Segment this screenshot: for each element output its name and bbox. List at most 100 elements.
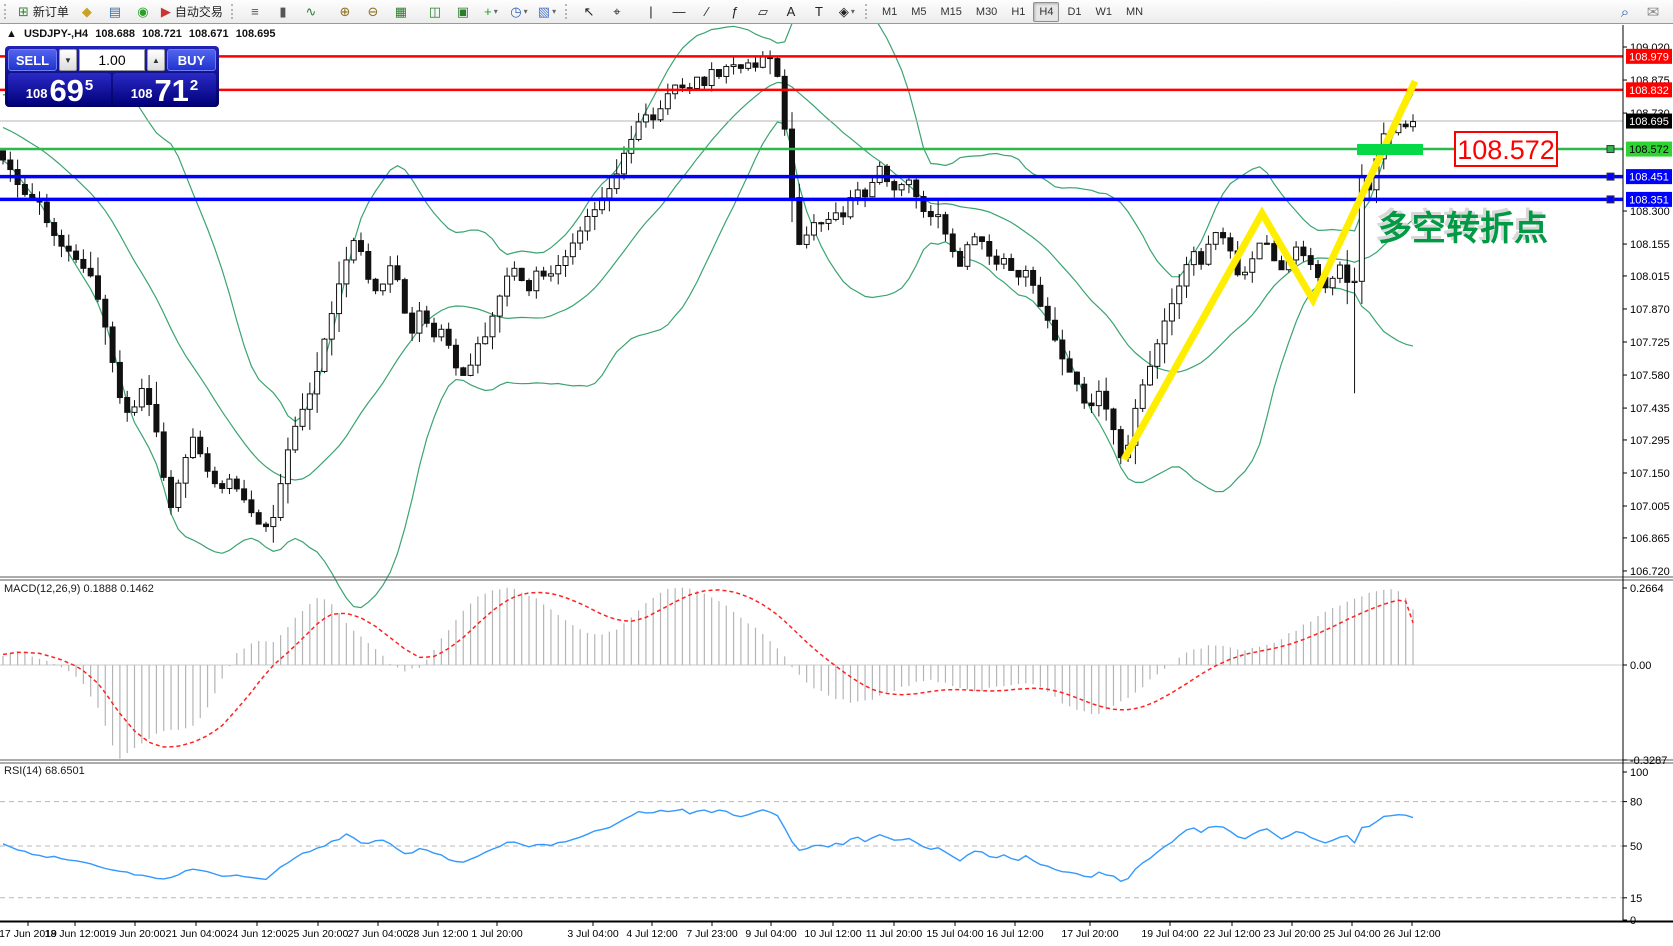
sell-price-pip: 5 (84, 77, 94, 94)
signal-button[interactable]: ◉ (130, 2, 156, 22)
trendline-icon: ∕ (705, 4, 709, 19)
svg-text:108.979: 108.979 (1629, 51, 1669, 63)
signal-icon: ◉ (137, 4, 149, 19)
bollinger-bands (2, 24, 1414, 609)
zoom-out-icon: ⊖ (367, 4, 379, 19)
svg-text:19 Jun 20:00: 19 Jun 20:00 (105, 928, 166, 940)
svg-text:107.725: 107.725 (1630, 337, 1670, 349)
label-button[interactable]: T (806, 2, 832, 22)
collapse-icon[interactable]: ▲ (6, 28, 17, 40)
templates-button[interactable]: ▧ ▾ (534, 2, 560, 22)
cursor-icon: ↖ (583, 4, 595, 19)
crosshair-icon: ⌖ (613, 4, 621, 19)
volume-up-button[interactable]: ▲ (147, 49, 165, 71)
buy-button[interactable]: BUY (167, 49, 216, 71)
label-icon: T (814, 4, 823, 19)
chat-button[interactable]: ✉ (1640, 2, 1666, 22)
buy-price-display[interactable]: 108 71 2 (113, 73, 216, 106)
open-value: 108.688 (95, 28, 135, 40)
line-chart-button[interactable]: ∿ (298, 2, 324, 22)
timeframe-w1-button[interactable]: W1 (1095, 5, 1113, 18)
macd-indicator: MACD(12,26,9) 0.1888 0.1462 (0, 583, 1623, 759)
bar-chart-button[interactable]: ≡ (242, 2, 268, 22)
svg-text:22 Jul 12:00: 22 Jul 12:00 (1203, 928, 1260, 940)
sell-price-prefix: 108 (25, 86, 48, 101)
svg-text:10 Jul 12:00: 10 Jul 12:00 (804, 928, 861, 940)
svg-text:108.572: 108.572 (1457, 135, 1555, 165)
horizontal-level-lines[interactable] (0, 55, 1623, 204)
svg-text:107.005: 107.005 (1630, 501, 1670, 513)
svg-text:多空转折点: 多空转折点 (1375, 207, 1545, 245)
periods-button[interactable]: ◷ ▾ (506, 2, 532, 22)
svg-text:100: 100 (1630, 767, 1648, 779)
timeframe-h1-button[interactable]: H1 (1011, 5, 1026, 18)
cursor-button[interactable]: ↖ (576, 2, 602, 22)
crosshair-button[interactable]: ⌖ (604, 2, 630, 22)
periods-icon: ◷ (510, 4, 522, 19)
timeframe-m15-button[interactable]: M15 (940, 5, 962, 18)
support-zone-rect[interactable] (1357, 144, 1423, 155)
price-axis[interactable]: 109.020108.875108.730108.300108.155108.0… (1622, 25, 1672, 927)
arrange-auto-icon: ◫ (428, 4, 442, 19)
candlestick-chart-icon: ▮ (279, 4, 287, 19)
svg-text:0.2664: 0.2664 (1630, 583, 1664, 595)
svg-text:50: 50 (1630, 841, 1642, 853)
arrange-auto-button[interactable]: ◫ (422, 2, 448, 22)
sell-price-display[interactable]: 108 69 5 (8, 73, 111, 106)
arrange-cascade-icon: ▣ (456, 4, 470, 19)
timeframe-m1-button[interactable]: M1 (881, 5, 898, 18)
autotrading-button[interactable]: ▶ 自动交易 (158, 2, 226, 22)
svg-text:24 Jun 12:00: 24 Jun 12:00 (227, 928, 288, 940)
zigzag-trendline[interactable] (1120, 79, 1419, 462)
toolbar: ⊞ 新订单 ◆ ▤ ◉ ▶ 自动交易 ≡ ▮ ∿ ⊕ ⊖ ▦ ◫ ▣ + ▾ ◷ ▾ ▧ ▾ ↖ ⌖ | — ∕ ƒ ▱ A T ◈ ▾ M1 M… (0, 0, 1673, 24)
fibonacci-button[interactable]: ƒ (722, 2, 748, 22)
horizontal-line-button[interactable]: — (666, 2, 692, 22)
new-order-button[interactable]: ⊞ 新订单 (15, 2, 72, 22)
tile-windows-button[interactable]: ▦ (388, 2, 414, 22)
search-button[interactable]: ⌕ (1612, 2, 1638, 22)
toolbar-drag-handle (564, 4, 571, 19)
terminal-button[interactable]: ▤ (102, 2, 128, 22)
svg-text:0.00: 0.00 (1630, 660, 1651, 672)
text-button[interactable]: A (778, 2, 804, 22)
svg-text:4 Jul 12:00: 4 Jul 12:00 (626, 928, 678, 940)
svg-text:108.300: 108.300 (1630, 206, 1670, 218)
shapes-icon: ◈ (838, 4, 849, 19)
svg-text:MACD(12,26,9) 0.1888 0.1462: MACD(12,26,9) 0.1888 0.1462 (4, 583, 154, 595)
candlestick-chart-button[interactable]: ▮ (270, 2, 296, 22)
symbol-period-label: USDJPY-,H4 (23, 28, 89, 40)
vertical-line-button[interactable]: | (638, 2, 664, 22)
toolbar-drag-handle (4, 4, 10, 19)
timeframe-mn-button[interactable]: MN (1126, 5, 1144, 18)
arrange-cascade-button[interactable]: ▣ (450, 2, 476, 22)
svg-text:107.580: 107.580 (1630, 370, 1670, 382)
volume-down-button[interactable]: ▼ (59, 49, 77, 71)
sell-button[interactable]: SELL (8, 49, 57, 71)
timeframe-m30-button[interactable]: M30 (975, 5, 998, 18)
svg-text:107.870: 107.870 (1630, 304, 1670, 316)
svg-text:19 Jul 04:00: 19 Jul 04:00 (1141, 928, 1198, 940)
timeframe-m5-button[interactable]: M5 (911, 5, 927, 18)
buy-price-pip: 2 (189, 77, 199, 94)
channel-button[interactable]: ▱ (750, 2, 776, 22)
timeframe-h4-button[interactable]: H4 (1033, 1, 1060, 22)
zoom-in-button[interactable]: ⊕ (332, 2, 358, 22)
svg-text:11 Jul 20:00: 11 Jul 20:00 (866, 928, 923, 940)
metaeditor-button[interactable]: ◆ (74, 2, 100, 22)
indicators-button[interactable]: + ▾ (478, 2, 504, 22)
zoom-out-button[interactable]: ⊖ (360, 2, 386, 22)
terminal-icon: ▤ (108, 4, 122, 19)
timeframe-d1-button[interactable]: D1 (1067, 5, 1082, 18)
price-annotation-box[interactable]: 108.572 (1454, 131, 1558, 167)
candlestick-series (0, 50, 1416, 543)
chevron-down-icon: ▾ (552, 7, 557, 16)
svg-text:108.572: 108.572 (1629, 144, 1669, 156)
shapes-button[interactable]: ◈ ▾ (834, 2, 860, 22)
volume-input[interactable]: 1.00 (79, 49, 145, 71)
rsi-indicator: RSI(14) 68.6501 (0, 765, 1623, 899)
trendline-button[interactable]: ∕ (694, 2, 720, 22)
chevron-down-icon: ▾ (523, 7, 528, 16)
